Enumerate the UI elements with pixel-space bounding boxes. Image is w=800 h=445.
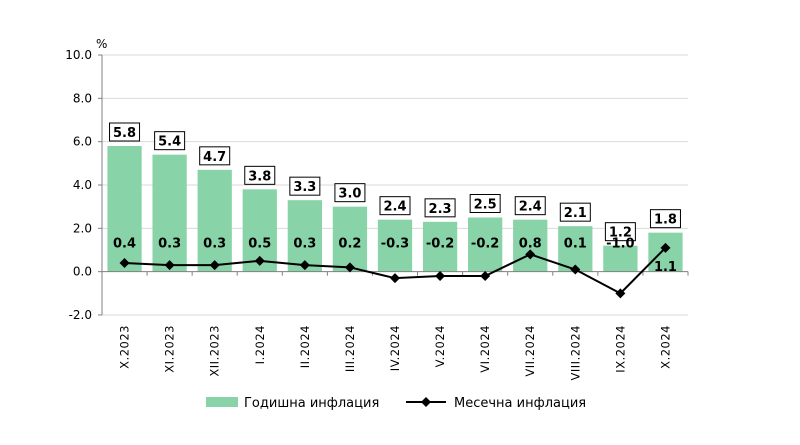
point-monthly (209, 260, 220, 271)
bar-label-box (604, 222, 636, 242)
line-label: -1.0 (606, 237, 634, 252)
bar-label: 1.2 (609, 226, 632, 241)
point-monthly (615, 288, 626, 299)
bar-label: 2.1 (564, 206, 587, 221)
bar-annual (107, 146, 142, 272)
line-label: -0.3 (381, 237, 409, 252)
y-tick-label: 8.0 (73, 91, 92, 105)
bar-label-box (469, 194, 501, 213)
point-monthly (660, 242, 671, 253)
legend-label-monthly: Месечна инфлация (454, 396, 586, 411)
x-tick-label: III.2024 (343, 325, 357, 372)
bar-label-box (559, 202, 591, 222)
bar-label: 3.3 (293, 180, 316, 195)
line-label: 0.3 (158, 237, 181, 252)
axes: -2.0 0.0 2.0 4.0 6.0 8.0 10.0 X.2023 XI.2023 XII.… (65, 48, 689, 380)
bar-label-box (514, 196, 546, 216)
y-tick-label: 6.0 (73, 135, 92, 149)
bar-annual (558, 226, 593, 272)
line-label: -0.2 (426, 237, 454, 252)
x-tick-label: IV.2024 (388, 325, 402, 371)
y-tick-label: -2.0 (69, 308, 92, 322)
x-tick-label: VII.2024 (523, 325, 537, 377)
bar-annual (152, 154, 187, 272)
bar-label-box (424, 198, 456, 218)
bar-label: 2.4 (519, 200, 542, 215)
line-label: 0.4 (113, 237, 136, 252)
bar-annual (377, 219, 413, 272)
bar-label: 2.3 (429, 202, 452, 217)
line-label: 0.3 (293, 237, 316, 252)
line-label: 0.5 (248, 237, 271, 252)
bar-annual (197, 169, 232, 272)
legend-label-annual: Годишна инфлация (244, 396, 379, 411)
x-tick-label: V.2024 (433, 325, 447, 367)
bar-label-box (334, 183, 366, 203)
y-axis-unit: % (96, 37, 107, 51)
point-monthly (525, 249, 536, 260)
bar-label: 2.5 (474, 198, 497, 213)
x-tick-label: I.2024 (253, 325, 267, 364)
line-label: -0.2 (471, 237, 499, 252)
bar-label-box (289, 176, 321, 196)
bar-label-box (244, 165, 276, 185)
bar-label: 5.8 (113, 126, 136, 141)
x-tick-label: XII.2023 (208, 325, 222, 377)
bar-annual (603, 245, 638, 272)
legend-swatch-annual (206, 397, 238, 407)
y-tick-label: 10.0 (65, 48, 92, 62)
point-monthly (164, 260, 175, 271)
bar-label-box (649, 209, 681, 229)
point-monthly (254, 255, 265, 266)
point-monthly (435, 271, 446, 281)
legend: Годишна инфлация Месечна инфлация (206, 396, 586, 411)
point-monthly (299, 260, 310, 271)
bar-series (107, 146, 683, 272)
point-monthly (570, 264, 581, 275)
point-monthly (480, 271, 491, 281)
legend-marker-monthly (421, 397, 431, 407)
y-tick-label: 4.0 (73, 178, 92, 192)
x-tick-label: VI.2024 (478, 325, 492, 373)
bar-annual (468, 217, 503, 272)
bar-annual (513, 219, 548, 272)
bar-label-box (154, 131, 186, 151)
line-label: 1.1 (654, 260, 677, 275)
data-labels: 5.8 5.4 4.7 3.8 3.3 3.0 2.4 2.3 2.5 2.4 2.1 1.2 1.8 0… (109, 122, 681, 275)
x-tick-label: XI.2023 (163, 325, 177, 373)
bar-label: 2.4 (383, 200, 406, 215)
line-label: 0.1 (564, 237, 587, 252)
line-label: 0.2 (338, 237, 361, 252)
y-tick-label: 0.0 (73, 265, 92, 279)
bar-label-box (379, 196, 411, 216)
point-monthly (390, 273, 400, 284)
y-tick-label: 2.0 (73, 221, 92, 235)
bar-annual (332, 206, 368, 272)
line-series (119, 242, 671, 299)
line-label: 0.3 (203, 237, 226, 252)
bar-label-box (199, 146, 231, 166)
bar-label: 3.8 (248, 169, 271, 184)
x-tick-label: II.2024 (298, 325, 312, 368)
bar-label: 4.7 (203, 150, 226, 165)
bar-annual (287, 200, 322, 272)
point-monthly (344, 262, 355, 273)
x-tick-label: X.2024 (658, 325, 672, 369)
line-label: 0.8 (519, 237, 542, 252)
x-tick-label: X.2023 (118, 325, 132, 369)
point-monthly (119, 258, 130, 268)
bar-label: 5.4 (158, 135, 181, 150)
bar-label-box (109, 122, 141, 142)
bar-label: 3.0 (338, 187, 361, 202)
bar-annual (422, 221, 458, 272)
x-tick-label: IX.2024 (613, 325, 627, 373)
x-tick-label: VIII.2024 (568, 325, 582, 380)
bar-label: 1.8 (654, 213, 677, 228)
